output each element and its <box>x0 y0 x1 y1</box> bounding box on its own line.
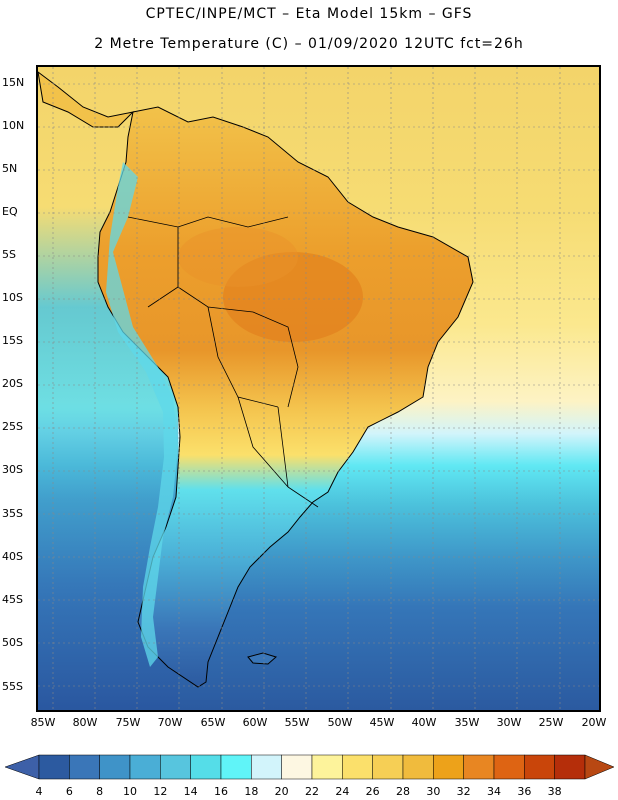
colorbar-tick-label: 30 <box>426 785 441 798</box>
chart-title-line1: CPTEC/INPE/MCT – Eta Model 15km – GFS <box>145 6 473 22</box>
lon-label: 50W <box>327 716 353 729</box>
lat-label: 50S <box>2 636 23 649</box>
colorbar-tick-label: 28 <box>396 785 410 798</box>
lon-label: 85W <box>30 716 56 729</box>
colorbar-tick-label: 22 <box>305 785 319 798</box>
colorbar-tick-label: 34 <box>487 785 501 798</box>
colorbar-tick-label: 6 <box>65 785 73 798</box>
lat-label: 15S <box>2 334 23 347</box>
andes-cold-strip <box>106 162 178 667</box>
lat-label: 55S <box>2 680 23 693</box>
lat-label: 40S <box>2 550 23 563</box>
colorbar-swatch <box>524 754 555 780</box>
colorbar-swatch <box>342 754 373 780</box>
temperature-map <box>36 65 601 712</box>
lat-label: 5N <box>2 162 18 175</box>
graticule <box>38 67 599 710</box>
colorbar-tick-label: 4 <box>35 785 43 798</box>
colorbar-tick-label: 32 <box>456 785 471 798</box>
colorbar-tick-label: 38 <box>547 785 562 798</box>
lat-label: 35S <box>2 507 23 520</box>
colorbar-swatch <box>554 754 586 780</box>
colorbar-tick-label: 16 <box>214 785 228 798</box>
lon-label: 35W <box>454 716 480 729</box>
colorbar-tick-label: 18 <box>244 785 259 798</box>
lon-label: 75W <box>115 716 141 729</box>
colorbar-tick-label: 20 <box>274 785 289 798</box>
colorbar-right-arrow <box>584 754 615 780</box>
lon-label: 80W <box>72 716 98 729</box>
lon-label: 65W <box>200 716 226 729</box>
lat-label: 45S <box>2 593 23 606</box>
colorbar-swatch <box>69 754 100 780</box>
colorbar-swatch <box>311 754 343 780</box>
colorbar-tick-label: 12 <box>153 785 168 798</box>
lat-label: 10S <box>2 291 23 304</box>
colorbar-tick-label: 14 <box>183 785 198 798</box>
color-scale-bar <box>4 754 615 780</box>
colorbar-swatch <box>463 754 495 780</box>
colorbar-tick-label: 36 <box>517 785 532 798</box>
colorbar-swatch <box>190 754 222 780</box>
lon-label: 40W <box>411 716 437 729</box>
central-america <box>38 71 135 128</box>
lat-label: 20S <box>2 377 23 390</box>
country-borders <box>127 216 319 508</box>
lat-label: EQ <box>2 205 18 218</box>
lat-label: 25S <box>2 420 23 433</box>
lon-label: 30W <box>496 716 522 729</box>
colorbar-tick-label: 8 <box>96 785 104 798</box>
colorbar-tick-label: 24 <box>335 785 350 798</box>
lon-label: 70W <box>157 716 183 729</box>
lon-label: 60W <box>242 716 268 729</box>
hot-region-amazon <box>178 227 298 287</box>
colorbar-swatch <box>129 754 161 780</box>
colorbar-swatch <box>281 754 313 780</box>
colorbar-tick-label: 26 <box>365 785 380 798</box>
lat-label: 5S <box>2 248 16 261</box>
colorbar-swatch <box>493 754 525 780</box>
lat-label: 15N <box>2 76 25 89</box>
chart-title-line2: 2 Metre Temperature (C) – 01/09/2020 12U… <box>94 36 524 52</box>
colorbar-swatch <box>160 754 191 780</box>
colorbar-swatch <box>220 754 252 780</box>
lon-label: 45W <box>369 716 395 729</box>
lon-label: 55W <box>284 716 310 729</box>
colorbar-swatch <box>99 754 131 780</box>
colorbar-swatch <box>251 754 282 780</box>
falkland-islands <box>247 652 278 665</box>
lat-label: 10N <box>2 119 25 132</box>
colorbar-swatch <box>433 754 464 780</box>
lon-label: 25W <box>538 716 564 729</box>
lat-label: 30S <box>2 463 23 476</box>
colorbar-swatch <box>372 754 404 780</box>
colorbar-swatch <box>38 754 70 780</box>
colorbar-left-arrow <box>4 754 40 780</box>
lon-label: 20W <box>581 716 607 729</box>
colorbar-swatch <box>402 754 434 780</box>
colorbar-tick-label: 10 <box>123 785 137 798</box>
